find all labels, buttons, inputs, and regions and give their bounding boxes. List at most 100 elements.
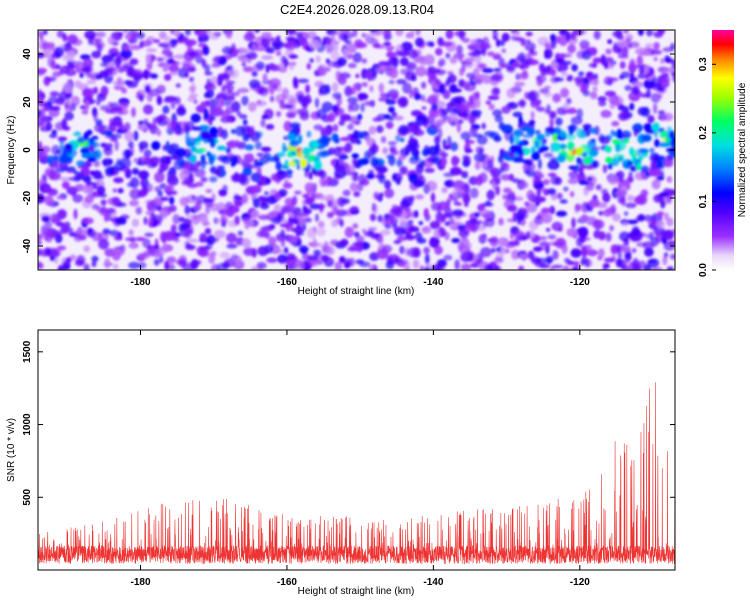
spectrogram-cell <box>62 82 73 93</box>
spectrogram-cell <box>535 129 541 136</box>
spectrogram-cell <box>49 133 58 139</box>
spectrogram-cell <box>83 263 90 270</box>
spectrogram-cell <box>665 188 675 193</box>
spectrogram-cell <box>112 116 123 127</box>
spectrogram-cell <box>539 241 551 251</box>
spectrogram-cell <box>128 261 140 269</box>
spectrogram-cell <box>232 91 241 97</box>
spectrogram-cell <box>537 158 542 170</box>
spectrogram-hotspot <box>643 123 653 131</box>
spectrogram-cell <box>611 254 617 260</box>
spectrogram-cell <box>639 66 645 75</box>
spectrogram-cell <box>85 179 92 186</box>
spectrogram-cell <box>344 226 354 238</box>
spectrogram-cell <box>549 111 557 119</box>
spectrogram-cell <box>199 232 208 243</box>
spectrogram-cell <box>50 106 61 111</box>
spectrogram-cell <box>452 209 464 217</box>
spectrogram-cell <box>122 30 129 34</box>
spectrogram-cell <box>612 30 623 38</box>
spectrogram-cell <box>464 155 471 167</box>
spectrogram-cell <box>277 254 288 264</box>
spectrogram-cell <box>143 104 154 115</box>
spectrogram-cell <box>265 123 275 130</box>
spectrogram-cell <box>376 164 387 175</box>
spectrogram-cell <box>250 209 260 219</box>
spectrogram-cell <box>474 160 481 170</box>
spectrogram-cell <box>562 265 570 270</box>
spectrogram-cell <box>423 208 429 219</box>
spectrogram-cell <box>404 150 410 156</box>
spectrogram-cell <box>47 56 55 68</box>
spectrogram-cell <box>166 256 177 264</box>
spectrogram-cell <box>481 202 494 207</box>
spectrogram-hotspot <box>216 145 227 151</box>
spectrogram-hotspot <box>583 157 591 165</box>
spectrogram-cell <box>371 202 377 213</box>
spectrogram-cell <box>424 253 430 265</box>
spectrogram-cell <box>562 102 570 111</box>
spectrogram-cell <box>657 66 669 73</box>
spectrogram-cell <box>111 53 116 58</box>
spectrogram-cell <box>645 43 655 48</box>
spectrogram-cell <box>544 108 551 115</box>
spectrogram-cell <box>266 156 279 162</box>
spectrogram-cell <box>390 92 399 100</box>
spectrogram-cell <box>339 219 344 228</box>
spectrogram-cell <box>380 229 391 236</box>
spectrogram-cell <box>157 189 163 198</box>
spectrogram-cell <box>549 157 560 163</box>
spectrogram-cell <box>164 73 172 81</box>
spectrogram-hotspot <box>298 134 303 144</box>
spectrogram-hotspot <box>558 143 567 150</box>
spectrogram-cell <box>72 132 83 137</box>
spectrogram-cell <box>169 38 178 45</box>
spectrogram-cell <box>200 176 208 183</box>
spectrogram-cell <box>503 187 512 194</box>
spectrogram-cell <box>368 125 377 135</box>
spectrogram-cell <box>173 126 185 136</box>
spectrogram-cell <box>555 117 563 126</box>
spectrogram-cell <box>119 101 129 110</box>
spectrogram-cell <box>139 93 144 102</box>
spectrogram-cell <box>538 236 548 241</box>
spectrogram-hotspot <box>618 155 624 162</box>
spectrogram-cell <box>238 57 249 63</box>
spectrogram-cell <box>482 233 487 240</box>
spectrogram-cell <box>571 63 578 72</box>
spectrogram-cell <box>195 30 207 37</box>
spectrogram-cell <box>509 134 514 145</box>
spectrogram-cell <box>96 43 103 53</box>
spectrogram-cell <box>659 192 670 197</box>
spectrogram-cell <box>308 165 314 170</box>
spectrogram-cell <box>372 117 383 122</box>
spectrogram-cell <box>73 170 79 175</box>
spectrogram-cell <box>500 63 507 69</box>
spectrogram-cell <box>184 30 191 36</box>
spectrogram-cell <box>182 63 192 72</box>
spectrogram-cell <box>430 192 436 203</box>
spectrogram-cell <box>153 196 161 207</box>
spectrogram-cell <box>372 43 381 48</box>
spectrogram-cell <box>334 164 345 171</box>
spectrogram-cell <box>644 247 654 257</box>
spectrogram-cell <box>670 43 675 50</box>
spectrogram-cell <box>241 95 249 106</box>
snr-ylabel: SNR (10 * v/v) <box>6 418 17 482</box>
spectrogram-cell <box>179 196 189 207</box>
spectrogram-cell <box>495 39 501 47</box>
spectrogram-cell <box>282 142 287 154</box>
spectrogram-cell <box>209 176 218 183</box>
spectrogram-cell <box>547 188 556 195</box>
spectrogram-cell <box>563 186 569 192</box>
spectrogram-cell <box>369 213 377 222</box>
spectrogram-hotspot <box>559 131 567 138</box>
spectrogram-cell <box>590 91 598 100</box>
spectrogram-cell <box>549 68 557 76</box>
spectrogram-cell <box>59 65 71 74</box>
spectrogram-cell <box>565 31 571 42</box>
spectrogram-cell <box>166 232 171 237</box>
spectrogram-cell <box>602 192 611 203</box>
spectrogram-cell <box>477 225 486 232</box>
